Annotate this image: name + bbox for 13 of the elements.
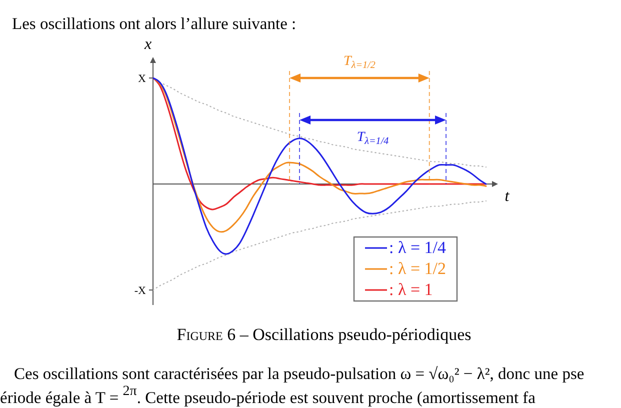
text: T$_{λ=1/2}$: [344, 54, 376, 71]
annotation: T$_{λ=1/4}$: [356, 130, 389, 147]
caption: Figure 6 – Oscillations pseudo-périodiques: [176, 325, 472, 344]
text: Ces oscillations sont caractérisées par la pseudo-pulsation ω = √ω₀² − λ², donc une pse: [14, 364, 584, 383]
text: X: [138, 73, 146, 85]
text: Les oscillations ont alors l’allure suivante :: [12, 14, 296, 33]
text: ériode égale à T = $^{2π}$. Cette pseudo-période est souvent proche (amortissement fa: [0, 384, 536, 407]
legend-label: : λ = 1: [389, 280, 433, 299]
legend-label: : λ = 1/2: [389, 259, 446, 278]
x-axis-title: t: [504, 188, 510, 205]
y-axis-title: x: [143, 36, 152, 53]
legend-label: : λ = 1/4: [389, 238, 447, 257]
text: -X: [134, 285, 146, 297]
